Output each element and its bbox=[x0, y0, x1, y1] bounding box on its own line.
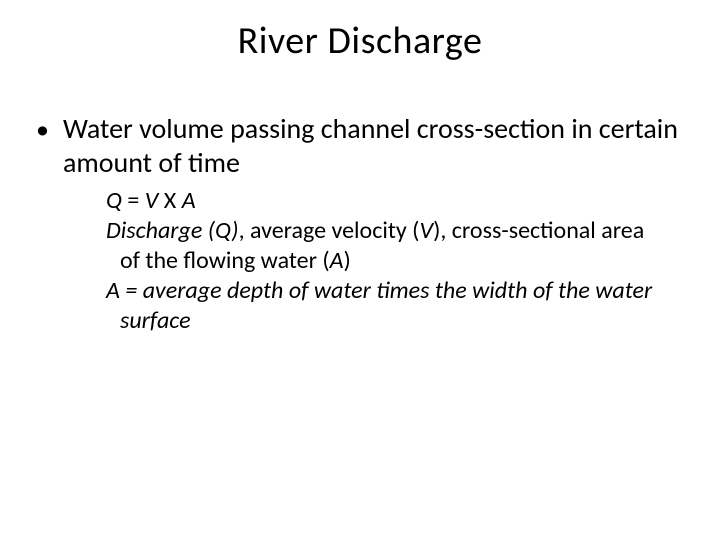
slide-body: • Water volume passing channel cross-sec… bbox=[0, 64, 720, 336]
formula-line: Q = V X A bbox=[106, 186, 656, 216]
defs-mid1: , average velocity ( bbox=[239, 216, 420, 245]
formula-eq: = bbox=[122, 186, 145, 215]
bullet-text: Water volume passing channel cross-secti… bbox=[63, 112, 686, 180]
formula-v: V bbox=[145, 186, 159, 215]
defs-v: V bbox=[419, 216, 433, 245]
sub-block: Q = V X A Discharge (Q), average velocit… bbox=[34, 180, 686, 336]
defs-end: ) bbox=[344, 246, 351, 275]
formula-a: A bbox=[182, 186, 196, 215]
area-line: A = average depth of water times the wid… bbox=[106, 276, 656, 336]
formula-q: Q bbox=[106, 186, 122, 215]
bullet-item: • Water volume passing channel cross-sec… bbox=[34, 112, 686, 180]
bullet-marker: • bbox=[34, 112, 63, 146]
defs-pre: Discharge (Q) bbox=[106, 216, 239, 245]
definitions-line: Discharge (Q), average velocity (V), cro… bbox=[106, 216, 656, 276]
slide: River Discharge • Water volume passing c… bbox=[0, 0, 720, 540]
defs-a: A bbox=[330, 246, 344, 275]
formula-x: X bbox=[158, 186, 181, 215]
slide-title: River Discharge bbox=[0, 0, 720, 64]
